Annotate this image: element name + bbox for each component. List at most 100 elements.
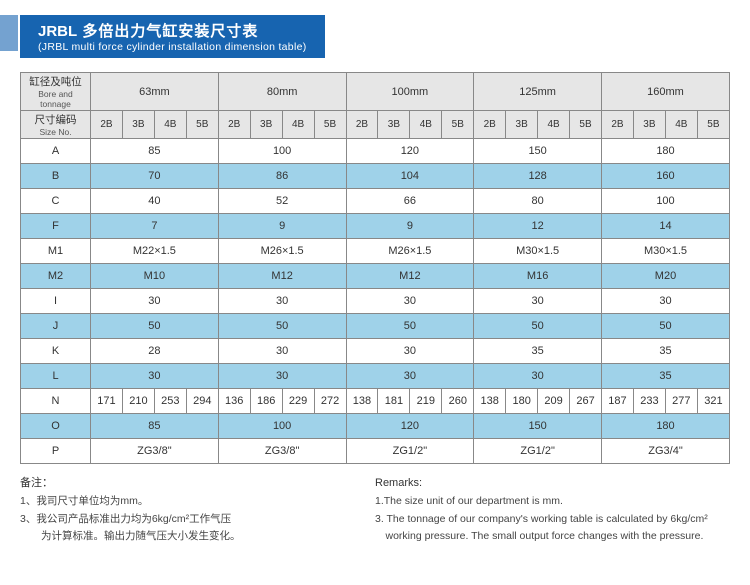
row-label: I: [21, 289, 91, 314]
header-size: 100mm: [346, 73, 474, 111]
cell: 30: [218, 289, 346, 314]
cell: ZG3/8": [218, 439, 346, 464]
table-row: F7991214: [21, 214, 730, 239]
cell: 171: [91, 389, 123, 414]
title-zh: 多倍出力气缸安装尺寸表: [82, 23, 258, 40]
table-row: M2M10M12M12M16M20: [21, 264, 730, 289]
row-label: C: [21, 189, 91, 214]
cell: 50: [602, 314, 730, 339]
cell: 50: [474, 314, 602, 339]
cell: 100: [218, 139, 346, 164]
cell: ZG3/4": [602, 439, 730, 464]
cell: M12: [346, 264, 474, 289]
cell: M20: [602, 264, 730, 289]
cell: 160: [602, 164, 730, 189]
table-row: K2830303535: [21, 339, 730, 364]
table-row: J5050505050: [21, 314, 730, 339]
cell: 52: [218, 189, 346, 214]
header-size: 63mm: [91, 73, 219, 111]
row-label: M2: [21, 264, 91, 289]
cell: ZG1/2": [474, 439, 602, 464]
row-label: J: [21, 314, 91, 339]
row-label: L: [21, 364, 91, 389]
cell: 267: [570, 389, 602, 414]
cell: 35: [474, 339, 602, 364]
cell: 180: [506, 389, 538, 414]
cell: M26×1.5: [346, 239, 474, 264]
cell: 128: [474, 164, 602, 189]
cell: M30×1.5: [602, 239, 730, 264]
cell: 150: [474, 139, 602, 164]
cell: 104: [346, 164, 474, 189]
cell: 30: [346, 364, 474, 389]
cell: 187: [602, 389, 634, 414]
dimension-table: 缸径及吨位 Bore and tonnage 63mm 80mm 100mm 1…: [20, 72, 730, 464]
table-row: B7086104128160: [21, 164, 730, 189]
notes-left: 备注： 1、我司尺寸单位均为mm。 3、我公司产品标准出力均为6kg/cm²工作…: [20, 474, 375, 546]
cell: 209: [538, 389, 570, 414]
cell: 150: [474, 414, 602, 439]
table-row: N171210253294136186229272138181219260138…: [21, 389, 730, 414]
cell: 180: [602, 139, 730, 164]
cell: 7: [91, 214, 219, 239]
cell: 100: [218, 414, 346, 439]
cell: 80: [474, 189, 602, 214]
cell: 186: [250, 389, 282, 414]
cell: 30: [218, 364, 346, 389]
row-label: P: [21, 439, 91, 464]
title-banner: JRBL 多倍出力气缸安装尺寸表 (JRBL multi force cylin…: [20, 15, 730, 64]
cell: 50: [218, 314, 346, 339]
cell: 30: [346, 289, 474, 314]
row-label: K: [21, 339, 91, 364]
row-label: B: [21, 164, 91, 189]
header-size: 125mm: [474, 73, 602, 111]
cell: 85: [91, 414, 219, 439]
cell: 30: [474, 364, 602, 389]
cell: 210: [122, 389, 154, 414]
cell: 35: [602, 364, 730, 389]
cell: 30: [91, 289, 219, 314]
cell: 294: [186, 389, 218, 414]
header-bore: 缸径及吨位 Bore and tonnage: [21, 73, 91, 111]
cell: 50: [346, 314, 474, 339]
cell: 70: [91, 164, 219, 189]
cell: 229: [282, 389, 314, 414]
cell: 30: [91, 364, 219, 389]
cell: 120: [346, 139, 474, 164]
cell: 100: [602, 189, 730, 214]
cell: 233: [633, 389, 665, 414]
cell: 321: [697, 389, 729, 414]
header-size: 80mm: [218, 73, 346, 111]
table-row: A85100120150180: [21, 139, 730, 164]
cell: 30: [474, 289, 602, 314]
cell: 181: [378, 389, 410, 414]
cell: 253: [154, 389, 186, 414]
cell: 138: [346, 389, 378, 414]
notes-right: Remarks: 1.The size unit of our departme…: [375, 474, 730, 546]
cell: M16: [474, 264, 602, 289]
cell: 120: [346, 414, 474, 439]
cell: 260: [442, 389, 474, 414]
cell: M26×1.5: [218, 239, 346, 264]
cell: 136: [218, 389, 250, 414]
cell: M22×1.5: [91, 239, 219, 264]
table-row: M1M22×1.5M26×1.5M26×1.5M30×1.5M30×1.5: [21, 239, 730, 264]
cell: 14: [602, 214, 730, 239]
table-row: L3030303035: [21, 364, 730, 389]
cell: 9: [346, 214, 474, 239]
cell: 180: [602, 414, 730, 439]
cell: 50: [91, 314, 219, 339]
cell: 12: [474, 214, 602, 239]
table-row: O85100120150180: [21, 414, 730, 439]
header-row-1: 缸径及吨位 Bore and tonnage 63mm 80mm 100mm 1…: [21, 73, 730, 111]
cell: 30: [346, 339, 474, 364]
cell: M12: [218, 264, 346, 289]
row-label: F: [21, 214, 91, 239]
table-row: PZG3/8"ZG3/8"ZG1/2"ZG1/2"ZG3/4": [21, 439, 730, 464]
cell: 28: [91, 339, 219, 364]
title-en: (JRBL multi force cylinder installation …: [38, 41, 307, 53]
cell: 30: [602, 289, 730, 314]
cell: 35: [602, 339, 730, 364]
row-label: N: [21, 389, 91, 414]
header-sizeno: 尺寸编码 Size No.: [21, 111, 91, 139]
